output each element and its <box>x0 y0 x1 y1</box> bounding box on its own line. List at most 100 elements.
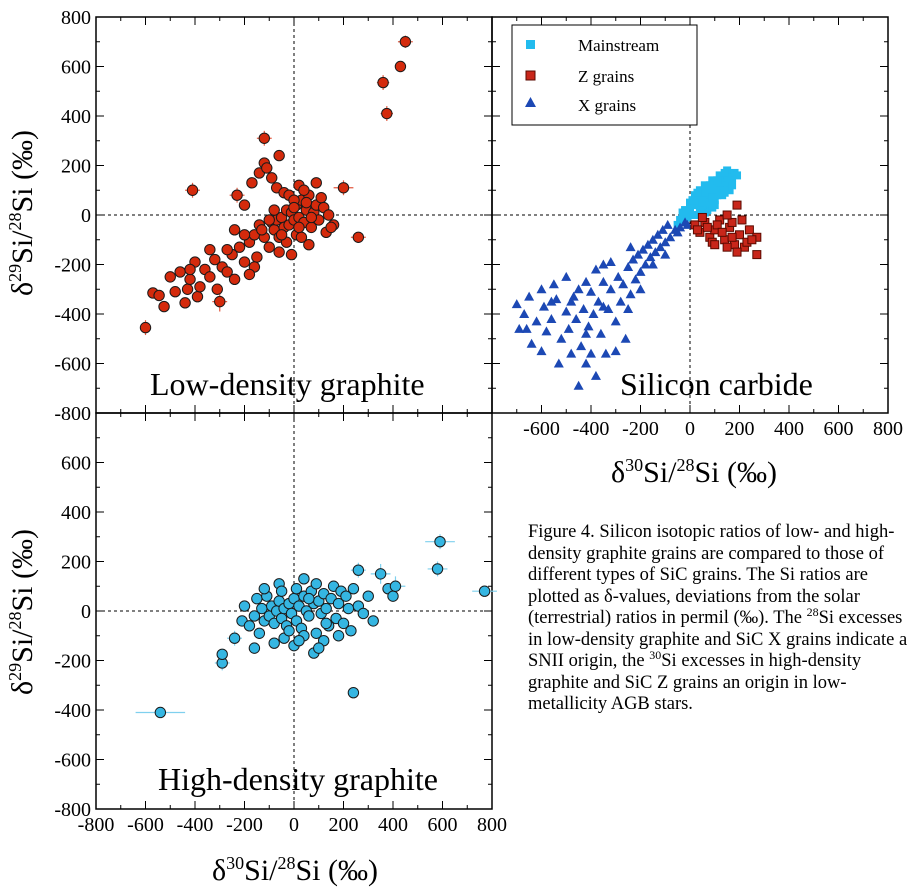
data-point-x-grains <box>600 348 611 358</box>
data-point-low-density <box>288 201 300 214</box>
x-tick-label-silicon-carbide: 400 <box>774 418 804 440</box>
data-point-mainstream <box>700 188 709 197</box>
data-point-x-grains <box>598 276 609 286</box>
data-point-x-grains <box>561 271 572 281</box>
data-point-high-density <box>275 585 288 597</box>
data-point-mainstream <box>710 186 719 195</box>
data-point-z-grains <box>710 240 720 250</box>
data-point-x-grains <box>598 259 609 269</box>
data-point-high-density <box>248 610 261 622</box>
data-point-x-grains <box>524 291 535 301</box>
y-tick-label-low-density: -600 <box>54 354 91 376</box>
data-point-mainstream <box>708 176 717 185</box>
data-point-x-grains <box>566 348 577 358</box>
data-point-low-density <box>263 241 275 253</box>
panel-label-low-density: Low-density graphite <box>150 366 425 402</box>
data-point-low-density <box>293 221 305 234</box>
data-point-mainstream <box>705 181 714 190</box>
data-point-x-grains <box>588 309 599 318</box>
data-point-high-density <box>293 635 305 647</box>
data-point-mainstream <box>700 208 709 217</box>
data-point-high-density <box>303 610 315 622</box>
data-point-low-density <box>273 246 285 258</box>
data-point-x-grains <box>546 313 557 323</box>
data-point-low-density <box>399 36 412 48</box>
caption-mass-1: 28 <box>806 604 819 619</box>
data-point-low-density <box>204 271 216 283</box>
data-point-low-density <box>266 172 278 184</box>
data-point-x-grains <box>566 296 577 306</box>
data-point-z-grains <box>727 217 737 227</box>
data-point-mainstream <box>683 213 692 222</box>
data-point-x-grains <box>573 284 584 294</box>
data-point-high-density <box>228 632 241 644</box>
data-point-x-grains <box>605 257 616 267</box>
data-point-x-grains <box>538 301 549 311</box>
data-point-x-grains <box>655 242 666 252</box>
data-point-mainstream <box>720 168 729 177</box>
panel-label-silicon-carbide: Silicon carbide <box>620 366 813 402</box>
y-tick-label-low-density: 200 <box>61 156 91 178</box>
x-tick-label-high-density: 400 <box>378 814 408 836</box>
data-point-x-grains <box>660 249 671 259</box>
data-point-x-grains <box>620 333 631 343</box>
data-point-low-density <box>381 107 393 120</box>
data-point-mainstream <box>698 196 707 205</box>
data-point-low-density <box>153 289 165 302</box>
data-point-x-grains <box>633 249 644 259</box>
data-point-x-grains <box>623 304 634 314</box>
data-point-x-grains <box>548 279 559 289</box>
data-point-mainstream <box>678 208 687 217</box>
data-point-x-grains <box>526 338 537 348</box>
data-point-low-density <box>352 231 365 243</box>
y-axis-title-top: δ29Si/28Si (‰) <box>5 130 39 296</box>
data-point-x-grains <box>581 328 592 338</box>
data-point-low-density <box>191 290 204 303</box>
x-tick-label-silicon-carbide: 800 <box>873 418 903 440</box>
data-point-x-grains <box>623 261 634 271</box>
data-point-x-grains <box>590 264 601 274</box>
data-point-z-grains <box>727 232 737 242</box>
data-point-x-grains <box>519 309 530 318</box>
x-tick-label-silicon-carbide: 200 <box>725 418 755 440</box>
data-point-x-grains <box>561 306 572 316</box>
data-point-mainstream <box>693 211 702 219</box>
y-tick-label-low-density: 0 <box>81 205 91 227</box>
data-point-high-density <box>283 625 295 637</box>
data-point-mainstream <box>705 198 714 207</box>
data-point-mainstream <box>703 193 712 202</box>
data-points <box>139 36 762 719</box>
data-point-x-grains <box>660 237 671 247</box>
data-point-x-grains <box>625 242 636 252</box>
data-point-mainstream <box>728 173 737 182</box>
data-point-x-grains <box>605 284 616 294</box>
data-point-low-density <box>303 239 315 251</box>
data-point-x-grains <box>652 229 663 239</box>
data-point-high-density <box>389 580 402 592</box>
tick-marks <box>95 16 889 810</box>
data-point-x-grains <box>573 380 584 390</box>
data-point-x-grains <box>581 276 592 286</box>
y-tick-label-low-density: 800 <box>61 7 91 29</box>
data-point-low-density <box>275 229 288 241</box>
data-point-x-grains <box>546 296 557 306</box>
data-point-x-grains <box>672 227 683 237</box>
data-point-x-grains <box>598 301 609 311</box>
data-point-high-density <box>332 630 345 642</box>
data-point-low-density <box>325 221 337 234</box>
data-point-low-density <box>238 256 251 268</box>
data-point-mainstream <box>686 203 694 212</box>
data-point-x-grains <box>576 341 587 351</box>
y-tick-label-low-density: -400 <box>54 304 91 326</box>
tick-labels: -800 -600 -400 -200 0 200 400 600 800 -600 -400 -20… <box>54 7 903 836</box>
data-point-x-grains <box>630 274 641 284</box>
data-point-mainstream <box>723 173 732 182</box>
data-point-z-grains <box>752 250 762 260</box>
data-point-x-grains <box>553 358 564 368</box>
y-tick-label-high-density: -600 <box>54 750 91 772</box>
data-point-low-density <box>246 177 258 189</box>
data-point-low-density <box>268 204 280 216</box>
data-point-low-density <box>305 211 318 224</box>
data-point-x-grains <box>665 232 676 242</box>
data-point-low-density <box>184 273 196 286</box>
